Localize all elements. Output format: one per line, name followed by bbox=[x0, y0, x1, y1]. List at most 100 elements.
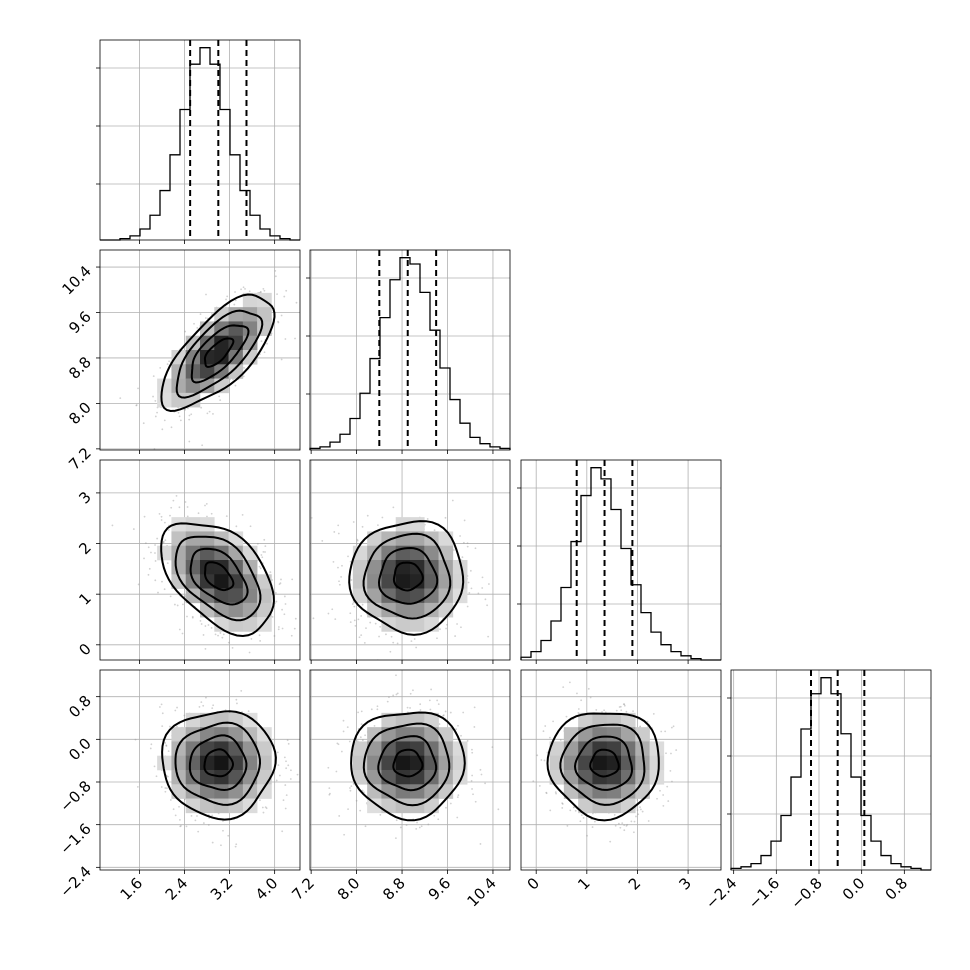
scatter-point bbox=[170, 506, 173, 509]
panel-frame bbox=[520, 669, 722, 871]
scatter-point bbox=[473, 726, 476, 728]
density-cell bbox=[395, 755, 411, 771]
scatter-point bbox=[202, 704, 205, 707]
scatter-point bbox=[381, 516, 384, 519]
density-cell bbox=[592, 712, 608, 728]
scatter-point bbox=[342, 719, 345, 722]
panel-3-1: 7.2 8.0 8.8 9.6 10.4 bbox=[288, 669, 511, 910]
scatter-point bbox=[342, 730, 345, 733]
scatter-point bbox=[205, 293, 207, 296]
scatter-point bbox=[244, 288, 246, 290]
scatter-point bbox=[258, 634, 261, 637]
scatter-point bbox=[135, 404, 138, 407]
scatter-point bbox=[338, 580, 340, 583]
scatter-point bbox=[374, 622, 377, 625]
scatter-point bbox=[361, 789, 364, 792]
scatter-point bbox=[639, 806, 641, 809]
scatter-point bbox=[474, 800, 477, 803]
scatter-point bbox=[166, 775, 169, 778]
scatter-point bbox=[152, 375, 155, 378]
density-cell bbox=[367, 741, 382, 757]
scatter-point bbox=[183, 714, 186, 717]
scatter-point bbox=[623, 704, 626, 707]
scatter-point bbox=[179, 419, 182, 422]
scatter-point bbox=[618, 706, 621, 708]
density-cell bbox=[381, 784, 397, 799]
scatter-point bbox=[468, 591, 471, 594]
scatter-point bbox=[460, 626, 462, 629]
scatter-point bbox=[466, 605, 469, 608]
scatter-point bbox=[659, 789, 661, 792]
density-cell bbox=[367, 784, 382, 799]
scatter-point bbox=[154, 552, 156, 554]
scatter-point bbox=[162, 540, 165, 543]
density-cell bbox=[410, 617, 425, 632]
scatter-point bbox=[178, 415, 181, 418]
scatter-point bbox=[263, 289, 266, 292]
scatter-point bbox=[625, 824, 628, 827]
scatter-point bbox=[392, 506, 395, 509]
scatter-point bbox=[262, 287, 265, 290]
scatter-point bbox=[291, 578, 294, 581]
density-cell bbox=[621, 727, 636, 742]
scatter-point bbox=[377, 524, 379, 527]
scatter-point bbox=[437, 818, 440, 821]
scatter-point bbox=[340, 576, 342, 578]
scatter-point bbox=[436, 699, 439, 702]
scatter-point bbox=[589, 696, 592, 699]
scatter-point bbox=[241, 513, 244, 516]
scatter-point bbox=[622, 703, 625, 706]
scatter-point bbox=[188, 414, 191, 417]
density-cell bbox=[395, 588, 411, 604]
scatter-point bbox=[231, 647, 234, 649]
scatter-point bbox=[532, 780, 535, 783]
scatter-point bbox=[212, 413, 214, 415]
density-cell bbox=[228, 321, 244, 337]
scatter-point bbox=[156, 411, 158, 414]
density-cell bbox=[578, 770, 593, 785]
density-cell bbox=[214, 617, 229, 632]
scatter-point bbox=[222, 633, 225, 636]
scatter-point bbox=[249, 525, 252, 528]
scatter-point bbox=[641, 810, 644, 813]
y-tick-label: 9.6 bbox=[65, 308, 95, 338]
scatter-point bbox=[158, 512, 161, 515]
scatter-point bbox=[164, 790, 167, 793]
y-tick-label: 10.4 bbox=[58, 262, 94, 298]
scatter-point bbox=[619, 826, 622, 829]
scatter-point bbox=[166, 363, 169, 366]
scatter-point bbox=[164, 539, 167, 542]
density-cell bbox=[592, 727, 608, 742]
scatter-point bbox=[240, 689, 243, 692]
density-cell bbox=[257, 617, 272, 632]
scatter-point bbox=[486, 604, 489, 607]
scatter-point bbox=[433, 529, 436, 532]
scatter-point bbox=[119, 397, 122, 399]
scatter-point bbox=[340, 750, 343, 753]
x-tick-label: 1 bbox=[574, 874, 593, 893]
scatter-point bbox=[162, 667, 164, 669]
density-cell bbox=[410, 574, 425, 589]
scatter-point bbox=[562, 686, 565, 689]
scatter-point bbox=[283, 295, 286, 298]
scatter-point bbox=[361, 739, 364, 742]
scatter-point bbox=[184, 408, 187, 411]
scatter-point bbox=[190, 814, 193, 817]
scatter-point bbox=[178, 805, 180, 808]
density-cell bbox=[157, 392, 172, 408]
scatter-point bbox=[282, 799, 285, 802]
contour-level-1 bbox=[189, 547, 249, 606]
density-cell bbox=[257, 307, 272, 322]
panel-2-1 bbox=[309, 459, 511, 664]
scatter-point bbox=[243, 366, 245, 369]
scatter-point bbox=[670, 726, 673, 729]
scatter-point bbox=[259, 291, 262, 294]
density-cell bbox=[171, 531, 187, 547]
scatter-point bbox=[633, 820, 636, 823]
density-cell bbox=[200, 755, 215, 771]
x-tick-label: 8.0 bbox=[334, 874, 364, 904]
scatter-point bbox=[293, 627, 296, 630]
x-tick-label: 9.6 bbox=[425, 874, 455, 904]
scatter-point bbox=[168, 360, 171, 363]
histogram-1 bbox=[309, 257, 511, 450]
